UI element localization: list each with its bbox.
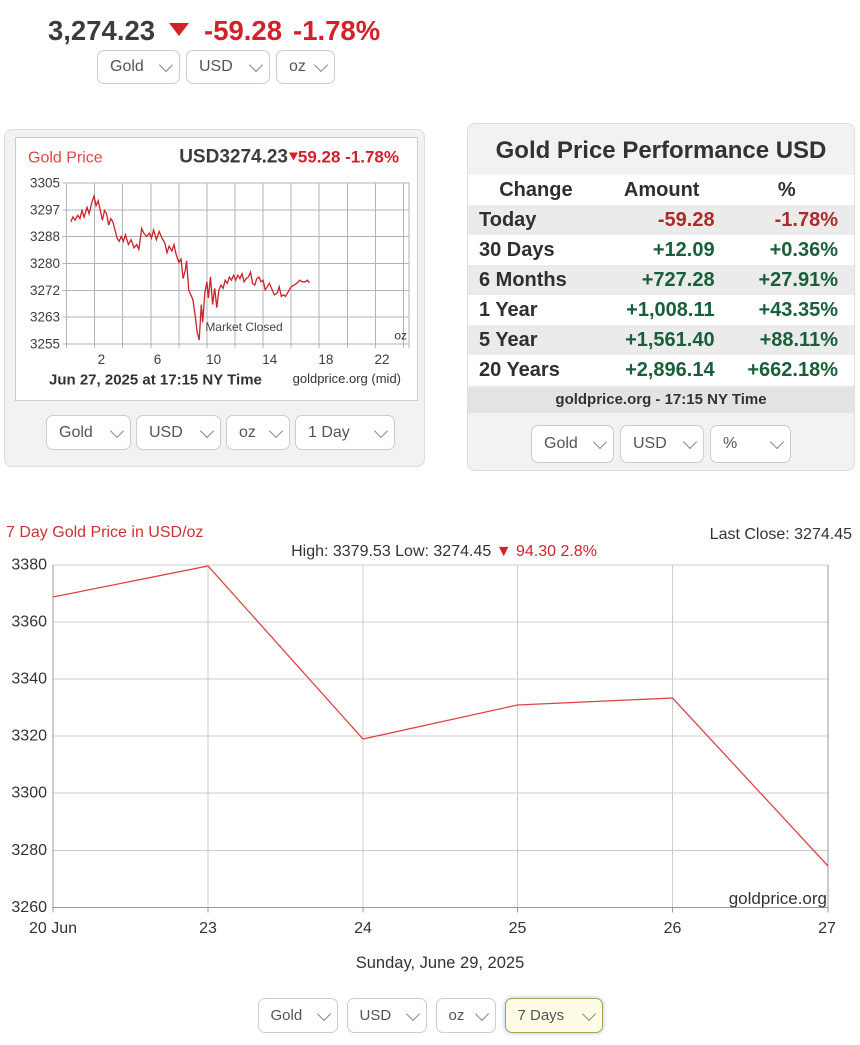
svg-text:20 Jun: 20 Jun [29,920,77,937]
svg-text:3280: 3280 [11,842,47,859]
svg-text:26: 26 [664,920,682,937]
svg-text:3288: 3288 [30,229,60,244]
svg-text:10: 10 [206,352,221,367]
svg-text:Market Closed: Market Closed [205,320,282,334]
svg-text:3255: 3255 [30,337,60,352]
svg-text:USD3274.23: USD3274.23 [179,147,288,168]
svg-text:6: 6 [154,352,162,367]
svg-text:3263: 3263 [30,310,60,325]
svg-text:18: 18 [318,352,333,367]
svg-text:3320: 3320 [11,728,47,745]
svg-text:3380: 3380 [11,557,47,574]
svg-text:Jun 27, 2025 at 17:15 NY Time: Jun 27, 2025 at 17:15 NY Time [49,372,262,389]
svg-text:3260: 3260 [11,899,47,916]
svg-text:22: 22 [374,352,389,367]
svg-text:7 Day Gold Price in USD/oz: 7 Day Gold Price in USD/oz [6,524,203,541]
svg-text:14: 14 [262,352,278,367]
svg-text:goldprice.org (mid): goldprice.org (mid) [293,371,401,386]
svg-text:Last Close: 3274.45: Last Close: 3274.45 [710,526,852,543]
svg-text:3305: 3305 [30,176,60,191]
svg-text:27: 27 [818,920,836,937]
svg-text:3340: 3340 [11,671,47,688]
svg-text:goldprice.org: goldprice.org [729,889,827,908]
svg-text:Gold Price: Gold Price [28,150,103,167]
svg-text:3300: 3300 [11,785,47,802]
svg-text:3297: 3297 [30,202,60,217]
svg-text:25: 25 [509,920,527,937]
svg-text:59.28 -1.78%: 59.28 -1.78% [298,148,399,167]
svg-text:2: 2 [98,352,106,367]
svg-text:23: 23 [199,920,217,937]
svg-text:oz: oz [394,329,407,343]
svg-text:3360: 3360 [11,614,47,631]
svg-text:High: 3379.53 Low: 3274.45 ▼ 9: High: 3379.53 Low: 3274.45 ▼ 94.30 2.8% [291,543,597,560]
svg-text:24: 24 [354,920,372,937]
svg-text:3272: 3272 [30,283,60,298]
svg-text:3280: 3280 [30,256,60,271]
